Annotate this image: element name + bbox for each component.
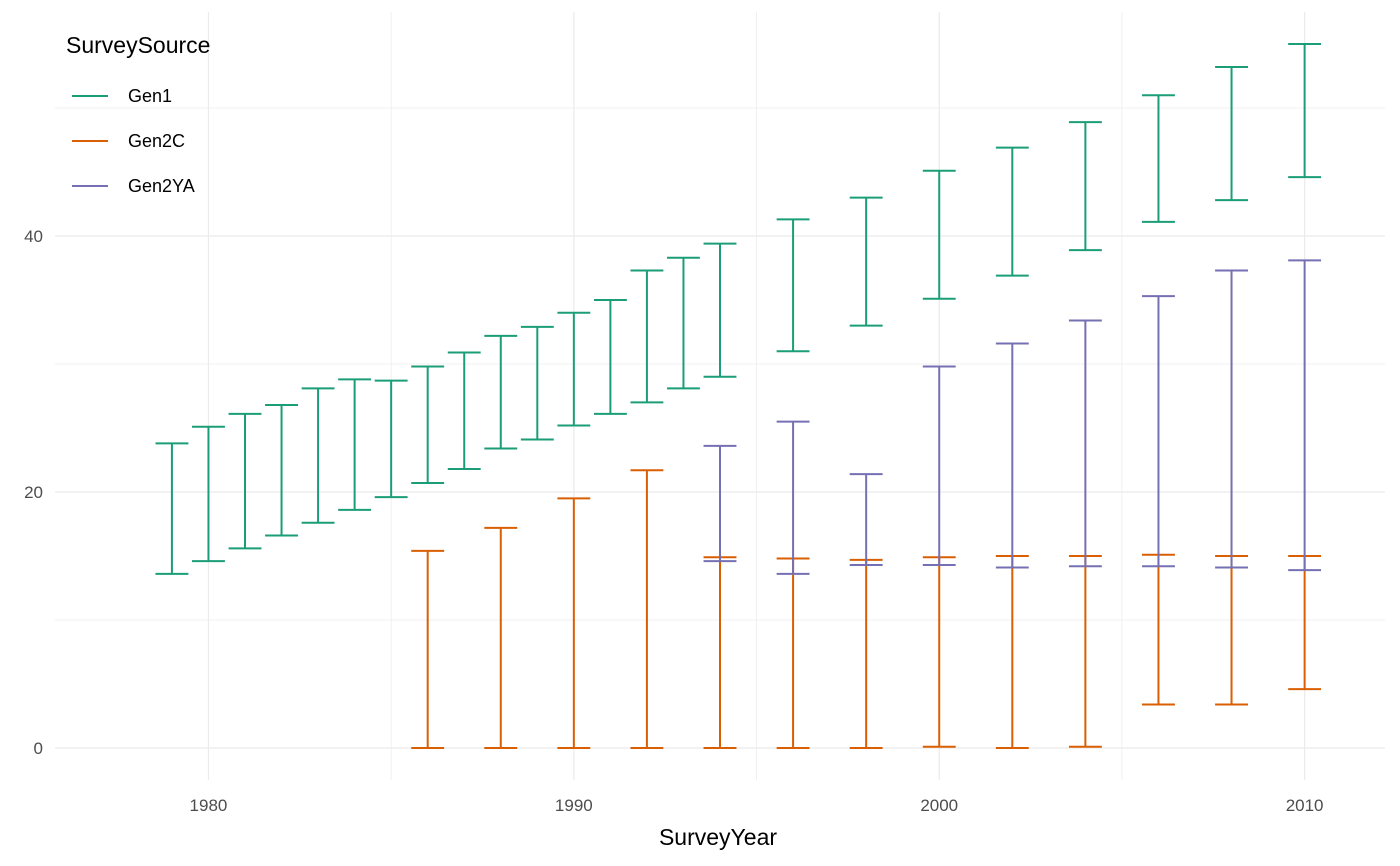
- error-bar: [922, 556, 956, 748]
- error-bar: [411, 365, 445, 485]
- error-bar: [1215, 66, 1248, 202]
- error-bar: [265, 403, 298, 537]
- error-bar: [228, 412, 262, 550]
- error-bar: [1068, 555, 1102, 748]
- series-gen2ya: [703, 259, 1322, 575]
- series-layer: [155, 43, 1322, 749]
- error-bar: [1215, 555, 1248, 706]
- error-bar: [1068, 121, 1102, 252]
- error-bar: [995, 342, 1029, 569]
- error-bar: [630, 469, 664, 749]
- error-bar: [630, 269, 664, 404]
- error-bar: [776, 557, 810, 749]
- legend-items: Gen1 Gen2C Gen2YA: [72, 86, 195, 196]
- error-bar: [703, 556, 737, 749]
- legend-label: Gen2YA: [128, 176, 195, 196]
- error-bar: [593, 299, 627, 415]
- x-axis-title: SurveyYear: [659, 824, 777, 850]
- error-bar: [1215, 269, 1248, 569]
- error-bar: [703, 444, 737, 563]
- error-bar: [1142, 553, 1175, 706]
- x-tick-label: 2010: [1286, 796, 1324, 815]
- error-bar: [849, 473, 883, 566]
- error-bar: [192, 425, 225, 563]
- y-tick-label: 20: [24, 483, 43, 502]
- error-bar: [557, 311, 591, 427]
- error-bar: [1288, 259, 1322, 572]
- tick-labels: 1980 1990 2000 2010 0 20 40: [24, 227, 1323, 815]
- legend: SurveySource Gen1 Gen2C Gen2YA: [66, 32, 210, 196]
- error-bar: [484, 526, 518, 749]
- y-tick-label: 40: [24, 227, 43, 246]
- error-bar: [557, 497, 591, 749]
- error-bar: [411, 549, 445, 749]
- error-bar: [374, 379, 408, 499]
- error-bar: [703, 242, 737, 378]
- error-bar: [338, 378, 372, 511]
- legend-label: Gen1: [128, 86, 172, 106]
- error-bar: [667, 256, 700, 390]
- error-bar: [1288, 43, 1322, 179]
- error-bar: [301, 387, 335, 524]
- error-bar: [995, 146, 1029, 277]
- error-bar: [776, 218, 810, 353]
- error-bar: [155, 442, 189, 575]
- legend-item: Gen2C: [72, 131, 185, 151]
- x-tick-label: 1980: [190, 796, 228, 815]
- series-gen1: [155, 43, 1322, 575]
- error-bar: [520, 325, 554, 441]
- legend-item: Gen2YA: [72, 176, 195, 196]
- error-bar: [1288, 555, 1322, 691]
- error-bar: [484, 334, 518, 450]
- error-bar: [776, 420, 810, 575]
- error-bar: [1068, 319, 1102, 568]
- error-bar: [849, 196, 883, 327]
- x-tick-label: 1990: [555, 796, 593, 815]
- x-tick-label: 2000: [920, 796, 958, 815]
- error-bar: [922, 169, 956, 300]
- error-bar: [1142, 295, 1175, 568]
- error-bar: [995, 555, 1029, 749]
- error-bar: [922, 365, 956, 566]
- legend-title: SurveySource: [66, 32, 210, 58]
- error-bar: [447, 351, 481, 470]
- error-bar: [1142, 94, 1175, 223]
- legend-item: Gen1: [72, 86, 172, 106]
- error-bar: [849, 558, 883, 749]
- y-tick-label: 0: [34, 739, 43, 758]
- legend-label: Gen2C: [128, 131, 185, 151]
